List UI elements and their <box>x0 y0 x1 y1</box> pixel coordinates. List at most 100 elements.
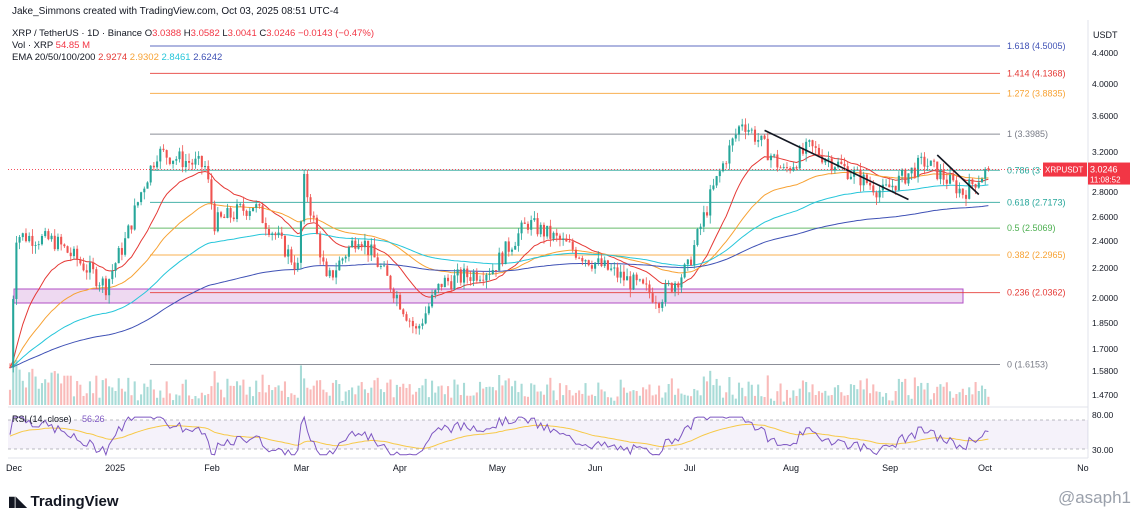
candle <box>964 190 968 207</box>
volume-bar <box>853 384 856 405</box>
volume-bar <box>632 390 635 405</box>
candle-body <box>351 240 354 248</box>
volume-bar <box>562 395 565 405</box>
ema-line[interactable]: EMA 20/50/100/200 2.9274 2.9302 2.8461 2… <box>12 52 222 63</box>
volume-bar <box>782 401 785 405</box>
fib-label-3: 1 (3.3985) <box>1007 129 1048 139</box>
tradingview-logo[interactable]: ▮◣ TradingView <box>8 493 119 510</box>
candle-body <box>482 279 485 281</box>
candle <box>907 173 910 187</box>
candle-body <box>642 279 645 284</box>
volume-bar <box>865 378 868 405</box>
candle <box>386 260 389 276</box>
volume-bar <box>491 387 494 405</box>
candle <box>600 253 603 268</box>
volume-bar <box>296 397 299 405</box>
candle <box>472 269 475 287</box>
volume-bar <box>590 394 593 405</box>
candle-body <box>18 237 21 243</box>
volume-bar <box>683 394 686 405</box>
candle-body <box>491 270 494 275</box>
candle-body <box>690 259 693 266</box>
volume-bar <box>264 392 267 405</box>
candle <box>44 227 47 238</box>
volume-bar <box>399 386 402 405</box>
candle <box>696 227 699 247</box>
volume-bar <box>172 400 175 405</box>
volume-bar <box>958 392 961 405</box>
candle <box>98 282 101 292</box>
candle <box>817 144 820 158</box>
candle <box>581 255 584 266</box>
price-tick-label: 2.8000 <box>1092 187 1118 197</box>
candle-body <box>338 260 341 271</box>
candle <box>674 281 677 297</box>
candle <box>718 168 721 183</box>
volume-bar <box>619 379 622 405</box>
candle-body <box>92 262 95 270</box>
candle <box>104 275 107 300</box>
candle-body <box>24 233 28 242</box>
volume-bar <box>891 400 894 405</box>
candle-body <box>309 197 312 216</box>
candle <box>779 165 782 169</box>
candle-body <box>210 179 213 204</box>
candle-body <box>530 220 533 230</box>
candle <box>293 255 296 275</box>
volume-bar <box>226 378 229 405</box>
volume-bar <box>923 389 926 405</box>
candle-body <box>363 240 366 248</box>
volume-bar <box>8 389 12 405</box>
candle-body <box>280 232 283 236</box>
candle <box>338 256 341 271</box>
volume-bar <box>658 385 661 405</box>
candle <box>383 261 386 268</box>
ema-200-line <box>9 205 989 368</box>
ema-value-1: 2.9302 <box>127 52 159 63</box>
candle-body <box>255 204 258 208</box>
volume-bar <box>232 385 235 405</box>
volume-bar <box>837 385 840 405</box>
symbol-name[interactable]: XRP / TetherUS · 1D · Binance <box>12 28 143 39</box>
candle-body <box>594 262 597 269</box>
volume-bar <box>955 393 958 405</box>
candle-body <box>603 260 606 267</box>
candle <box>590 260 593 272</box>
ema-value-3: 2.6242 <box>190 52 223 63</box>
candle-body <box>47 231 50 240</box>
candle-body <box>459 269 462 283</box>
volume-line[interactable]: Vol · XRP 54.85 M <box>12 40 90 51</box>
candle <box>50 233 53 242</box>
volume-bar <box>533 384 536 405</box>
candle <box>517 228 520 252</box>
candle-body <box>894 185 897 191</box>
candle-body <box>926 165 929 167</box>
volume-bar <box>638 395 641 405</box>
candle <box>536 212 539 237</box>
volume-bar <box>331 382 334 405</box>
candle <box>392 287 395 303</box>
candle <box>728 139 731 170</box>
volume-bar <box>664 392 667 405</box>
time-tick-label: Oct <box>978 463 993 473</box>
candle-body <box>299 221 302 263</box>
volume-bar <box>801 380 804 405</box>
candle <box>750 127 753 134</box>
candle <box>347 245 350 262</box>
volume-bar <box>287 397 290 405</box>
candle <box>133 198 136 231</box>
candle-body <box>424 313 427 324</box>
time-tick-label: Aug <box>783 463 799 473</box>
candle <box>287 244 290 265</box>
candle-body <box>974 184 977 188</box>
candle-body <box>712 185 715 190</box>
candle <box>709 184 712 224</box>
candle-body <box>562 238 565 240</box>
candle-body <box>581 257 584 262</box>
volume-bar <box>271 390 274 405</box>
candle <box>792 162 795 172</box>
candle-body <box>878 190 881 198</box>
volume-bar <box>367 392 370 405</box>
volume-bar <box>335 380 338 405</box>
